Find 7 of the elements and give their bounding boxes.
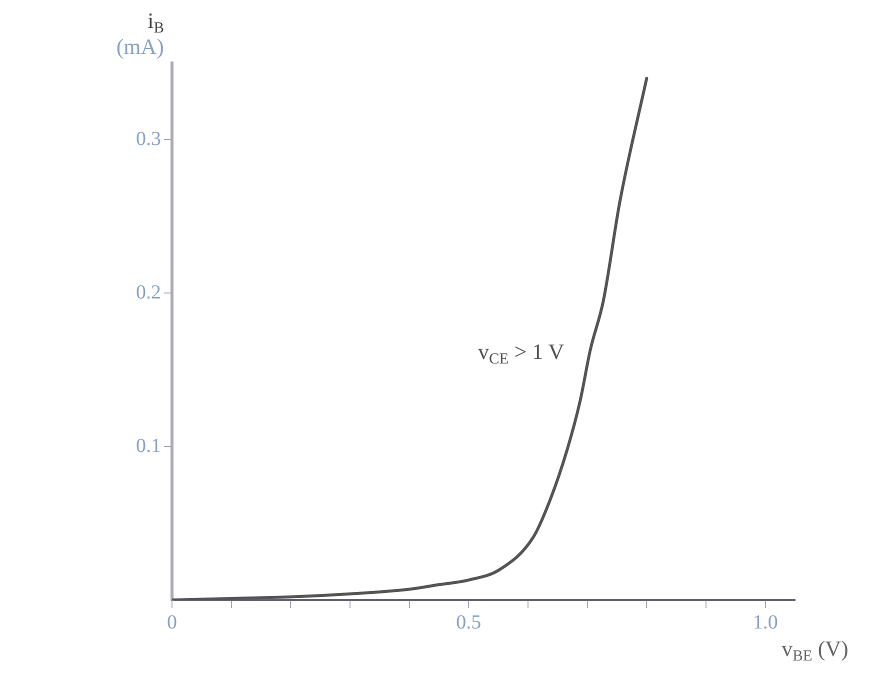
line-series bbox=[172, 76, 648, 600]
y-tick-label: 0.3 bbox=[136, 128, 161, 150]
x-tick-label: 1.0 bbox=[752, 611, 778, 634]
y-tick-label: 0.1 bbox=[136, 434, 161, 457]
y-tick-label: 0.2 bbox=[136, 281, 161, 304]
x-tick-label: 0 bbox=[167, 611, 177, 634]
x-tick-label: 0.5 bbox=[456, 611, 482, 634]
